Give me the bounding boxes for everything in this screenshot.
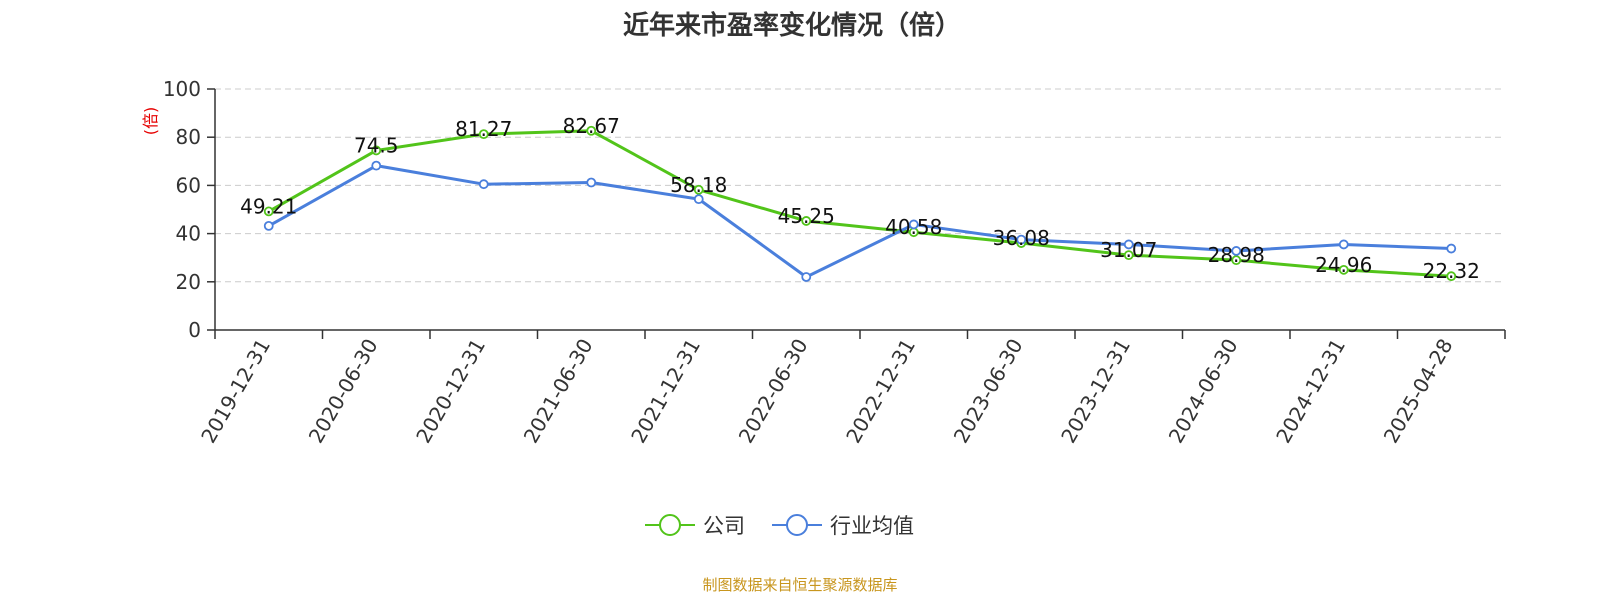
x-tick-label: 2019-12-31 [196, 335, 275, 448]
data-label: 40.58 [885, 215, 942, 239]
legend-item-0[interactable]: 公司 [645, 514, 745, 538]
data-point-1 [263, 220, 274, 231]
data-point-1 [1338, 239, 1349, 250]
legend-marker [786, 514, 808, 536]
series-lines [263, 125, 1457, 282]
x-tick-label: 2020-12-31 [411, 335, 490, 448]
series-line-1 [268, 164, 1452, 279]
data-point-0 [1231, 255, 1242, 266]
x-tick-label: 2025-04-28 [1379, 335, 1458, 448]
data-label: 74.5 [354, 133, 399, 157]
data-label: 82.67 [563, 114, 620, 138]
data-point-1 [478, 179, 489, 190]
source-footer: 制图数据来自恒生聚源数据库 [702, 576, 897, 594]
data-point-0 [1338, 264, 1349, 275]
x-tick-label: 2022-12-31 [841, 335, 920, 448]
data-point-0 [586, 125, 597, 136]
data-point-1 [1231, 246, 1242, 256]
data-point-0 [1446, 271, 1457, 282]
legend-label: 行业均值 [830, 514, 914, 538]
data-point-0 [371, 145, 382, 156]
data-point-0 [693, 184, 704, 195]
x-tick-label: 2022-06-30 [734, 335, 813, 448]
data-point-1 [1016, 234, 1027, 245]
chart-title: 近年来市盈率变化情况（倍） [623, 10, 961, 41]
data-point-1 [693, 194, 704, 205]
data-labels: 49.21 74.5 81.27 82.67 58.18 45.25 40.58 36.08 3… [240, 114, 1480, 283]
legend-marker [659, 514, 681, 536]
data-point-1 [908, 219, 919, 230]
y-tick-label: 0 [188, 318, 201, 342]
x-tick-label: 2023-12-31 [1056, 335, 1135, 448]
x-tick-label: 2024-06-30 [1164, 335, 1243, 448]
data-label: 45.25 [778, 204, 835, 228]
x-tick-label: 2021-12-31 [626, 335, 705, 448]
data-point-1 [1123, 239, 1134, 250]
legend[interactable]: 公司 行业均值 [645, 514, 914, 538]
series-line-0 [268, 129, 1452, 278]
data-point-1 [1446, 243, 1457, 254]
y-tick-label: 60 [176, 173, 201, 197]
data-label: 81.27 [455, 117, 512, 141]
data-point-1 [371, 160, 382, 171]
data-label: 58.18 [670, 173, 727, 197]
data-point-1 [586, 177, 597, 188]
grid-lines [215, 88, 1505, 283]
data-label: 36.08 [993, 226, 1050, 250]
data-label: 28.98 [1208, 243, 1265, 267]
data-label: 24.96 [1315, 253, 1372, 277]
y-tick-label: 80 [176, 125, 201, 149]
data-point-0 [801, 216, 812, 226]
data-label: 22.32 [1423, 259, 1480, 283]
y-tick-label: 100 [163, 77, 201, 101]
legend-item-1[interactable]: 行业均值 [772, 514, 914, 538]
x-tick-label: 2020-06-30 [304, 335, 383, 448]
y-tick-label: 20 [176, 270, 201, 294]
data-point-1 [801, 272, 812, 282]
data-label: 49.21 [240, 194, 297, 218]
y-axis-label: (倍) [141, 107, 160, 136]
data-point-0 [478, 129, 489, 140]
legend-label: 公司 [703, 514, 745, 538]
x-tick-label: 2021-06-30 [519, 335, 598, 448]
data-point-0 [1123, 250, 1134, 261]
x-tick-label: 2024-12-31 [1271, 335, 1350, 448]
x-tick-label: 2023-06-30 [949, 335, 1028, 448]
data-point-0 [263, 206, 274, 217]
y-tick-label: 40 [176, 222, 201, 246]
data-label: 31.07 [1100, 238, 1157, 262]
